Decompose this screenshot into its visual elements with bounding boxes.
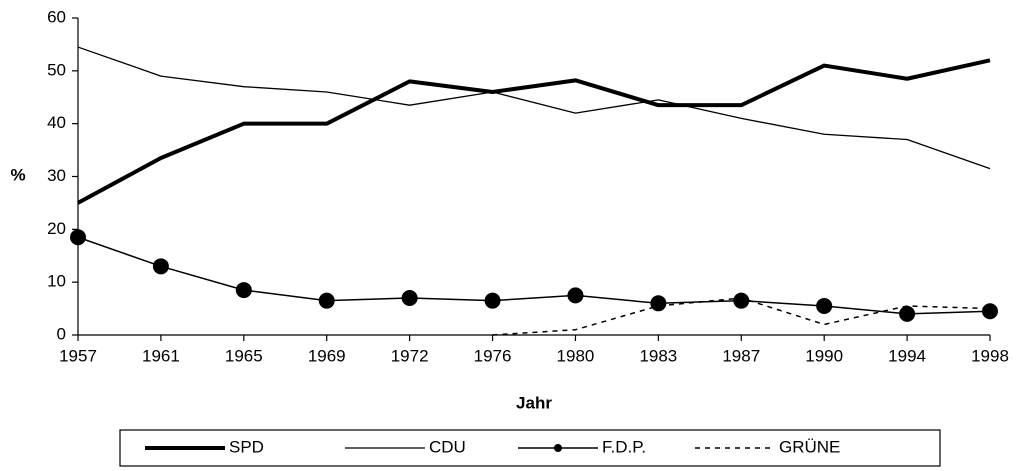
data-point [152,258,169,275]
legend-label: GRÜNE [779,437,840,456]
x-tick-label: 1972 [391,346,429,365]
data-point [816,297,833,314]
y-tick-label: 30 [47,166,66,185]
data-point [318,292,335,309]
x-tick-label: 1980 [557,346,595,365]
y-tick-label: 20 [47,219,66,238]
legend-marker [554,444,562,452]
legend-label: CDU [429,437,466,456]
data-point [899,305,916,322]
x-tick-label: 1994 [888,346,926,365]
series-line [492,297,991,336]
series-line [77,58,991,205]
y-tick-label: 50 [47,60,66,79]
legend-box [119,429,941,467]
y-axis-label: % [10,165,25,184]
x-tick-label: 1990 [805,346,843,365]
legend-label: SPD [229,437,264,456]
legend-label: F.D.P. [602,437,646,456]
x-tick-label: 1961 [142,346,180,365]
y-tick-label: 60 [47,7,66,26]
x-tick-label: 1976 [474,346,512,365]
y-tick-label: 10 [47,272,66,291]
x-tick-label: 1983 [639,346,677,365]
data-point [235,282,252,299]
x-tick-label: 1969 [308,346,346,365]
data-point [401,290,418,307]
y-tick-label: 40 [47,113,66,132]
x-axis-label: Jahr [516,393,552,412]
data-point [982,303,998,320]
x-tick-label: 1998 [971,346,1009,365]
x-tick-label: 1987 [722,346,760,365]
data-point [733,292,750,309]
series-line [77,236,991,315]
x-tick-label: 1965 [225,346,263,365]
series-line [77,46,991,170]
x-tick-label: 1957 [59,346,97,365]
data-point [650,295,667,312]
data-point [567,287,584,304]
data-point [70,229,86,246]
data-point [484,292,501,309]
y-tick-label: 0 [57,324,66,343]
